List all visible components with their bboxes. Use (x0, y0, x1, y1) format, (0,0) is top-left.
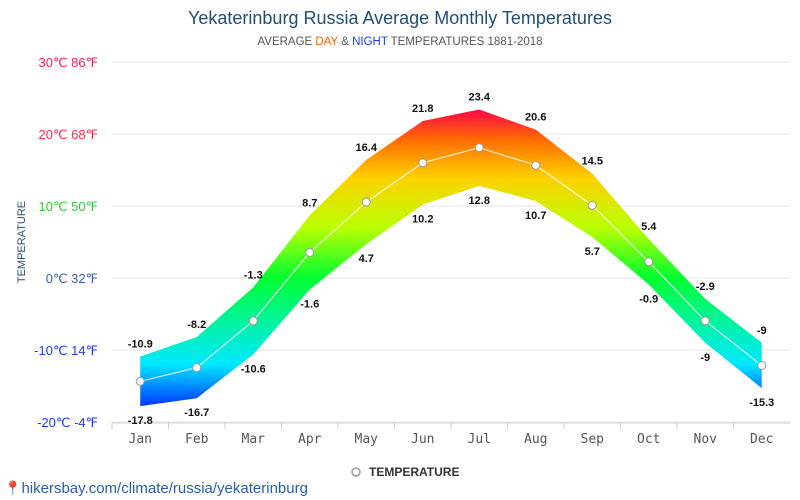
x-tick-label: Oct (637, 432, 660, 447)
x-tick-label: Sep (581, 432, 605, 447)
average-point (192, 363, 202, 373)
legend-label: TEMPERATURE (369, 465, 459, 479)
day-value-label: 21.8 (412, 103, 433, 115)
night-value-label: -10.6 (241, 363, 266, 375)
day-value-label: -1.3 (244, 269, 263, 281)
x-tick-label: Jan (129, 432, 152, 447)
average-point (757, 360, 767, 370)
legend-marker (351, 467, 361, 477)
day-value-label: -10.9 (128, 338, 153, 350)
source-link[interactable]: 📍hikersbay.com/climate/russia/yekaterinb… (4, 480, 308, 497)
night-value-label: -9 (700, 352, 710, 364)
y-tick-label: 20℃ 68℉ (38, 127, 98, 142)
subtitle-amp: & (338, 36, 353, 48)
night-value-label: 10.7 (525, 210, 546, 222)
y-tick-label: -20℃ -4℉ (37, 415, 98, 430)
average-line (140, 147, 763, 382)
day-value-label: -8.2 (187, 319, 206, 331)
temperature-band (140, 109, 762, 407)
x-tick-label: Dec (750, 432, 773, 447)
location-pin-icon: 📍 (4, 480, 22, 496)
y-tick-label: 10℃ 50℉ (38, 199, 98, 214)
average-point (587, 200, 597, 210)
x-tick-label: May (355, 432, 379, 447)
average-point (135, 376, 145, 386)
night-value-label: -17.8 (128, 415, 153, 427)
average-point (644, 257, 654, 267)
chart-subtitle: AVERAGE DAY & NIGHT TEMPERATURES 1881-20… (0, 36, 800, 48)
x-tick-label: Aug (524, 432, 547, 447)
y-tick-label: 30℃ 86℉ (38, 55, 98, 70)
x-tick-label: Jun (411, 432, 434, 447)
subtitle-suffix: TEMPERATURES 1881-2018 (387, 36, 543, 48)
average-point (474, 143, 484, 153)
average-point (418, 158, 428, 168)
day-value-label: -2.9 (696, 281, 715, 293)
day-value-label: 16.4 (356, 142, 378, 154)
source-link-text: hikersbay.com/climate/russia/yekaterinbu… (21, 480, 308, 497)
day-value-label: -9 (757, 325, 767, 337)
night-value-label: -1.6 (300, 299, 319, 311)
night-value-label: -15.3 (749, 397, 774, 409)
subtitle-night: NIGHT (352, 36, 388, 48)
average-point (248, 316, 258, 326)
day-value-label: 5.4 (641, 221, 657, 233)
x-tick-label: Feb (185, 432, 209, 447)
average-point (361, 197, 371, 207)
x-tick-label: Nov (694, 432, 718, 447)
night-value-label: 12.8 (469, 195, 490, 207)
x-tick-label: Jul (468, 432, 491, 447)
night-value-label: 4.7 (359, 253, 374, 265)
night-value-label: 5.7 (585, 246, 600, 258)
y-axis-label: TEMPERATURE (16, 201, 28, 283)
y-tick-label: -10℃ 14℉ (34, 343, 98, 358)
subtitle-day: DAY (315, 36, 338, 48)
average-point (700, 316, 710, 326)
average-point (531, 160, 541, 170)
y-tick-label: 0℃ 32℉ (46, 271, 98, 286)
x-tick-label: Mar (242, 432, 266, 447)
chart-title: Yekaterinburg Russia Average Monthly Tem… (188, 8, 612, 28)
day-value-label: 14.5 (582, 156, 603, 168)
day-value-label: 8.7 (302, 197, 317, 209)
day-value-label: 20.6 (525, 112, 546, 124)
subtitle-prefix: AVERAGE (257, 36, 316, 48)
night-value-label: -0.9 (639, 293, 658, 305)
x-tick-label: Apr (298, 432, 322, 447)
average-point (305, 247, 315, 257)
day-value-label: 23.4 (469, 92, 491, 104)
night-value-label: -16.7 (184, 407, 209, 419)
night-value-label: 10.2 (412, 214, 433, 226)
